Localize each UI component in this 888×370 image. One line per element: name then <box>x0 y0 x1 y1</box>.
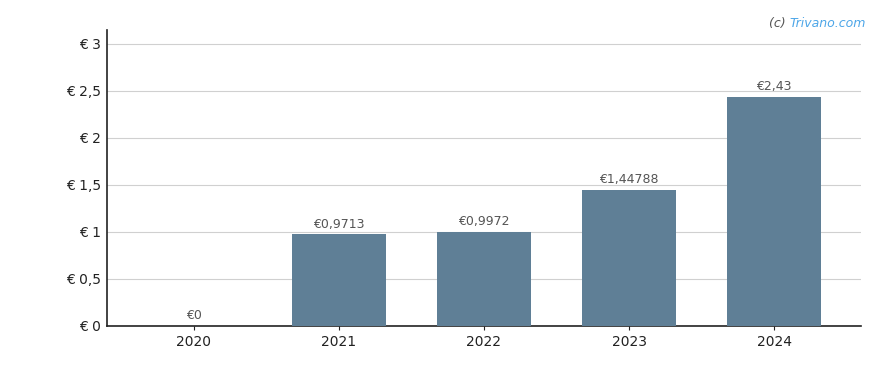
Text: €1,44788: €1,44788 <box>599 173 659 186</box>
Bar <box>291 234 386 326</box>
Text: (c): (c) <box>769 17 789 30</box>
Bar <box>727 97 821 326</box>
Text: €0,9972: €0,9972 <box>458 215 510 228</box>
Text: €0,9713: €0,9713 <box>313 218 365 231</box>
Bar <box>582 189 677 326</box>
Text: €2,43: €2,43 <box>757 81 792 94</box>
Text: €0: €0 <box>186 309 202 322</box>
Text: Trivano.com: Trivano.com <box>789 17 866 30</box>
Bar <box>437 232 531 326</box>
